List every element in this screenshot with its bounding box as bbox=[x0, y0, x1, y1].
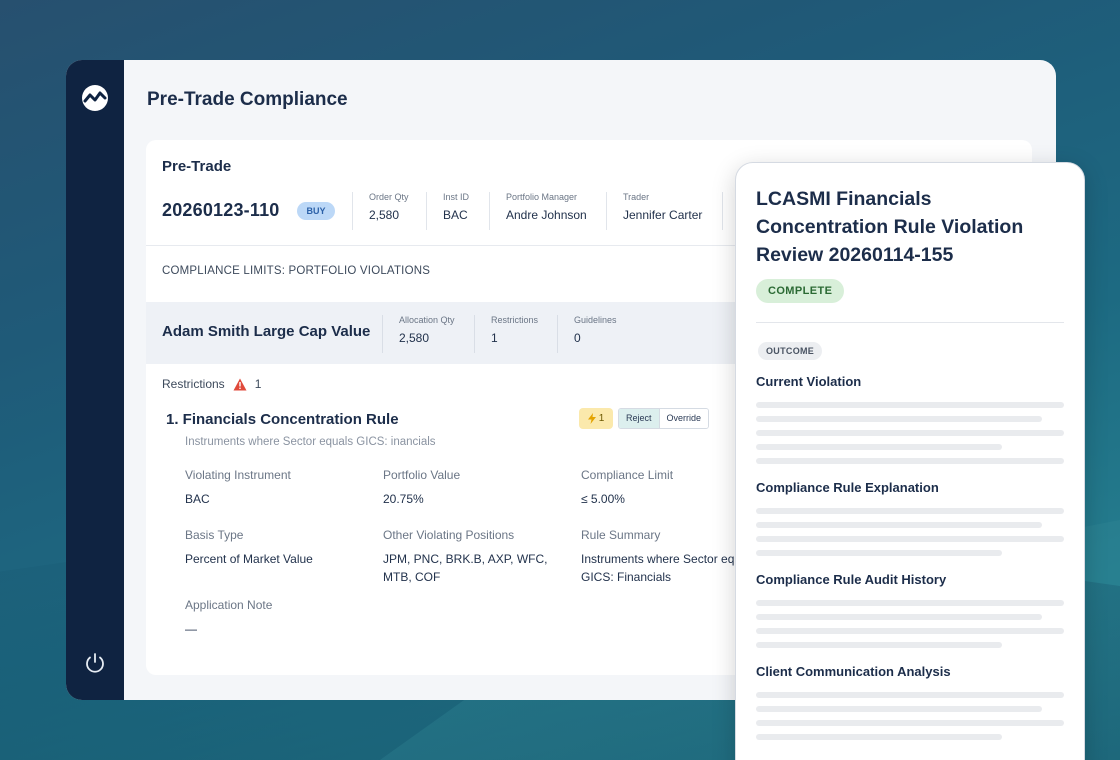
placeholder-line bbox=[756, 536, 1064, 542]
placeholder-line bbox=[756, 614, 1042, 620]
restrictions-header: Restrictions 1 bbox=[162, 377, 261, 391]
panel-title: LCASMI Financials Concentration Rule Vio… bbox=[756, 188, 1024, 266]
decision-button-group: Reject Override bbox=[618, 408, 710, 429]
side-badge: BUY bbox=[297, 202, 335, 220]
warning-icon bbox=[233, 378, 247, 390]
outcome-tag: OUTCOME bbox=[758, 342, 823, 360]
field-other-violating-positions: Other Violating Positions JPM, PNC, BRK.… bbox=[383, 528, 548, 584]
section-rule-explanation[interactable]: Compliance Rule Explanation bbox=[756, 480, 939, 495]
placeholder-line bbox=[756, 692, 1064, 698]
meta-divider-end bbox=[722, 192, 739, 230]
placeholder-line bbox=[756, 720, 1064, 726]
field-rule-summary: Rule Summary Instruments where Sector eq… bbox=[581, 528, 757, 584]
power-icon[interactable] bbox=[84, 652, 106, 674]
meta-trader: Trader Jennifer Carter bbox=[606, 192, 702, 230]
lightning-icon bbox=[587, 413, 596, 424]
wave-logo-icon[interactable] bbox=[81, 84, 109, 112]
meta-portfolio-manager: Portfolio Manager Andre Johnson bbox=[489, 192, 587, 230]
lightning-badge[interactable]: 1 bbox=[579, 408, 613, 429]
limits-heading: COMPLIANCE LIMITS: PORTFOLIO VIOLATIONS bbox=[162, 265, 431, 277]
field-violating-instrument: Violating Instrument BAC bbox=[185, 468, 291, 506]
meta-guidelines: Guidelines 0 bbox=[557, 315, 617, 353]
field-portfolio-value: Portfolio Value 20.75% bbox=[383, 468, 461, 506]
placeholder-line bbox=[756, 402, 1064, 408]
card-label: Pre-Trade bbox=[162, 158, 232, 175]
portfolio-name: Adam Smith Large Cap Value bbox=[162, 323, 371, 340]
placeholder-line bbox=[756, 458, 1064, 464]
meta-inst-id: Inst ID BAC bbox=[426, 192, 469, 230]
placeholder-line bbox=[756, 628, 1064, 634]
meta-order-qty: Order Qty 2,580 bbox=[352, 192, 409, 230]
meta-allocation-qty: Allocation Qty 2,580 bbox=[382, 315, 455, 353]
placeholder-line bbox=[756, 642, 1002, 648]
reject-button[interactable]: Reject bbox=[619, 409, 660, 428]
placeholder-line bbox=[756, 550, 1002, 556]
page-title: Pre-Trade Compliance bbox=[147, 89, 348, 110]
field-basis-type: Basis Type Percent of Market Value bbox=[185, 528, 313, 566]
section-current-violation[interactable]: Current Violation bbox=[756, 374, 862, 389]
placeholder-line bbox=[756, 430, 1064, 436]
review-panel: LCASMI Financials Concentration Rule Vio… bbox=[735, 162, 1085, 760]
override-button[interactable]: Override bbox=[659, 409, 709, 428]
placeholder-line bbox=[756, 416, 1042, 422]
placeholder-line bbox=[756, 734, 1002, 740]
section-audit-history[interactable]: Compliance Rule Audit History bbox=[756, 572, 947, 587]
restrictions-label: Restrictions bbox=[162, 377, 225, 391]
order-id: 20260123-110 bbox=[162, 200, 280, 220]
meta-restrictions: Restrictions 1 bbox=[474, 315, 538, 353]
sidebar bbox=[66, 60, 124, 700]
placeholder-line bbox=[756, 444, 1002, 450]
panel-divider bbox=[756, 322, 1064, 323]
placeholder-line bbox=[756, 600, 1064, 606]
rule-title: 1. Financials Concentration Rule bbox=[166, 411, 399, 428]
section-client-communication[interactable]: Client Communication Analysis bbox=[756, 664, 951, 679]
status-badge: COMPLETE bbox=[756, 279, 845, 303]
placeholder-line bbox=[756, 522, 1042, 528]
field-compliance-limit: Compliance Limit ≤ 5.00% bbox=[581, 468, 674, 506]
rule-subtitle: Instruments where Sector equals GICS: in… bbox=[185, 436, 436, 448]
restrictions-count: 1 bbox=[254, 377, 262, 391]
placeholder-line bbox=[756, 508, 1064, 514]
divider bbox=[146, 245, 1032, 246]
field-application-note: Application Note — bbox=[185, 598, 273, 636]
placeholder-line bbox=[756, 706, 1042, 712]
